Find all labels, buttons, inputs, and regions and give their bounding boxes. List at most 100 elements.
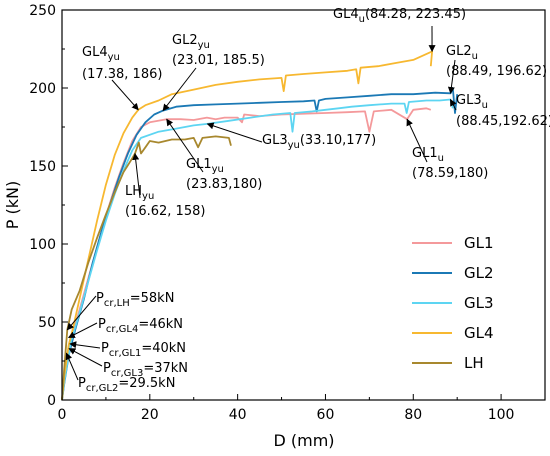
annotation-arrow bbox=[67, 322, 98, 339]
legend-label: GL4 bbox=[464, 324, 494, 342]
annotation-label: LHyu bbox=[125, 184, 154, 202]
x-axis-label: D (mm) bbox=[273, 431, 334, 450]
annotation: GL3yu(33.10,177) bbox=[206, 122, 376, 151]
series-line-gl4 bbox=[61, 50, 433, 401]
annotation: GL4yu (17.38, 186) bbox=[82, 45, 162, 111]
annotation: LHyu (16.62, 158) bbox=[125, 152, 205, 219]
annotation-name: GL2 bbox=[446, 44, 472, 59]
annotation-label: GL1yu bbox=[186, 157, 224, 175]
annotation: GL1u (78.59,180) bbox=[406, 118, 488, 181]
annotation-label: GL3u bbox=[456, 93, 488, 111]
annotation-subscript: cr,GL3 bbox=[111, 368, 143, 379]
axis-ticks: 0 20 40 60 80 100 0 50 100 150 200 250 bbox=[29, 3, 514, 423]
x-tick-label: 40 bbox=[229, 407, 247, 423]
annotation-arrow bbox=[132, 152, 141, 199]
annotation-arrow bbox=[206, 122, 263, 143]
annotation-value: (16.62, 158) bbox=[125, 204, 205, 219]
annotation-value: (23.83,180) bbox=[186, 177, 262, 192]
annotation-arrow bbox=[111, 79, 139, 111]
annotation-value: =58kN bbox=[130, 291, 175, 306]
annotation-subscript: u bbox=[438, 153, 444, 164]
annotation-value: =37kN bbox=[143, 361, 188, 376]
annotation: Pcr,GL3=37kN bbox=[68, 348, 188, 379]
annotation: Pcr,GL1=40kN bbox=[69, 341, 186, 359]
annotation: GL4u(84.28, 223.45) bbox=[333, 7, 466, 53]
annotation-arrow bbox=[166, 118, 204, 173]
annotation-label: GL4u(84.28, 223.45) bbox=[333, 7, 466, 25]
annotation: Pcr,GL2=29.5kN bbox=[65, 352, 175, 394]
annotation: Pcr,GL4=46kN bbox=[67, 317, 183, 339]
y-tick-label: 200 bbox=[29, 81, 56, 97]
annotation-value: (33.10,177) bbox=[300, 133, 376, 148]
series-line-lh bbox=[61, 135, 232, 401]
annotation-name: P bbox=[101, 341, 109, 356]
x-tick-label: 80 bbox=[404, 407, 422, 423]
y-tick-label: 100 bbox=[29, 237, 56, 253]
annotation-arrow bbox=[406, 118, 428, 163]
annotation-subscript: u bbox=[482, 100, 488, 111]
annotation-name: P bbox=[103, 361, 111, 376]
annotation-label: GL3yu(33.10,177) bbox=[262, 133, 376, 151]
legend-label: GL3 bbox=[464, 294, 494, 312]
annotation-arrow bbox=[162, 67, 197, 112]
annotation: GL2u (88.49, 196.62) bbox=[446, 44, 547, 94]
legend-label: GL2 bbox=[464, 264, 494, 282]
annotation-arrow bbox=[69, 341, 101, 349]
annotation: Pcr,LH=58kN bbox=[66, 291, 174, 331]
annotation-layer: GL4yu(17.38, 186)GL2yu(23.01, 185.5)GL4u… bbox=[65, 7, 550, 394]
legend: GL1 GL2 GL3 GL4 LH bbox=[412, 234, 494, 372]
annotation-value: (23.01, 185.5) bbox=[172, 53, 265, 68]
x-tick-label: 60 bbox=[317, 407, 335, 423]
annotation-value: =46kN bbox=[138, 317, 183, 332]
annotation-value: =40kN bbox=[141, 341, 186, 356]
y-tick-label: 150 bbox=[29, 159, 56, 175]
x-tick-label: 100 bbox=[488, 407, 515, 423]
annotation-label: Pcr,LH=58kN bbox=[96, 291, 174, 309]
legend-label: GL1 bbox=[464, 234, 494, 252]
annotation-label: Pcr,GL2=29.5kN bbox=[78, 376, 175, 394]
y-tick-label: 0 bbox=[47, 393, 56, 409]
series-layer bbox=[61, 50, 459, 401]
annotation-subscript: cr,GL1 bbox=[109, 348, 141, 359]
annotation-value: =29.5kN bbox=[118, 376, 175, 391]
annotation: GL3u (88.45,192.62) bbox=[449, 93, 550, 129]
annotation-label: Pcr,GL3=37kN bbox=[103, 361, 188, 379]
annotation-label: Pcr,GL1=40kN bbox=[101, 341, 186, 359]
annotation-subscript: u bbox=[472, 51, 478, 62]
annotation-arrow bbox=[66, 295, 97, 331]
annotation-label: GL2yu bbox=[172, 33, 210, 51]
annotation-value: (88.49, 196.62) bbox=[446, 64, 547, 79]
annotation: GL2yu (23.01, 185.5) bbox=[162, 33, 265, 112]
annotation-label: GL2u bbox=[446, 44, 478, 62]
annotation-arrow bbox=[447, 59, 456, 94]
annotation-label: Pcr,GL4=46kN bbox=[98, 317, 183, 335]
annotation-arrow bbox=[68, 348, 103, 367]
y-tick-label: 250 bbox=[29, 3, 56, 19]
annotation-name: GL4 bbox=[82, 45, 108, 60]
annotation-subscript: u bbox=[359, 14, 365, 25]
annotation-label: GL1u bbox=[412, 146, 444, 164]
x-tick-label: 0 bbox=[58, 407, 67, 423]
annotation-name: GL1 bbox=[186, 157, 212, 172]
annotation-subscript: yu bbox=[142, 191, 154, 202]
annotation-subscript: cr,GL2 bbox=[86, 383, 118, 394]
annotation-subscript: yu bbox=[198, 40, 210, 51]
annotation-name: P bbox=[78, 376, 86, 391]
annotation-name: GL4 bbox=[333, 7, 359, 22]
annotation-subscript: yu bbox=[108, 52, 120, 63]
x-tick-label: 20 bbox=[141, 407, 159, 423]
annotation-subscript: yu bbox=[288, 140, 300, 151]
annotation-value: (17.38, 186) bbox=[82, 67, 162, 82]
annotation-value: (78.59,180) bbox=[412, 166, 488, 181]
annotation-label: GL4yu bbox=[82, 45, 120, 63]
annotation-name: GL2 bbox=[172, 33, 198, 48]
annotation-name: GL3 bbox=[456, 93, 482, 108]
annotation-name: P bbox=[96, 291, 104, 306]
series-line-gl3 bbox=[61, 98, 454, 401]
y-axis-label: P (kN) bbox=[3, 181, 22, 229]
annotation-arrow bbox=[65, 352, 79, 381]
legend-label: LH bbox=[464, 354, 484, 372]
annotation-value: (88.45,192.62) bbox=[456, 114, 550, 129]
annotation-subscript: cr,LH bbox=[104, 298, 130, 309]
